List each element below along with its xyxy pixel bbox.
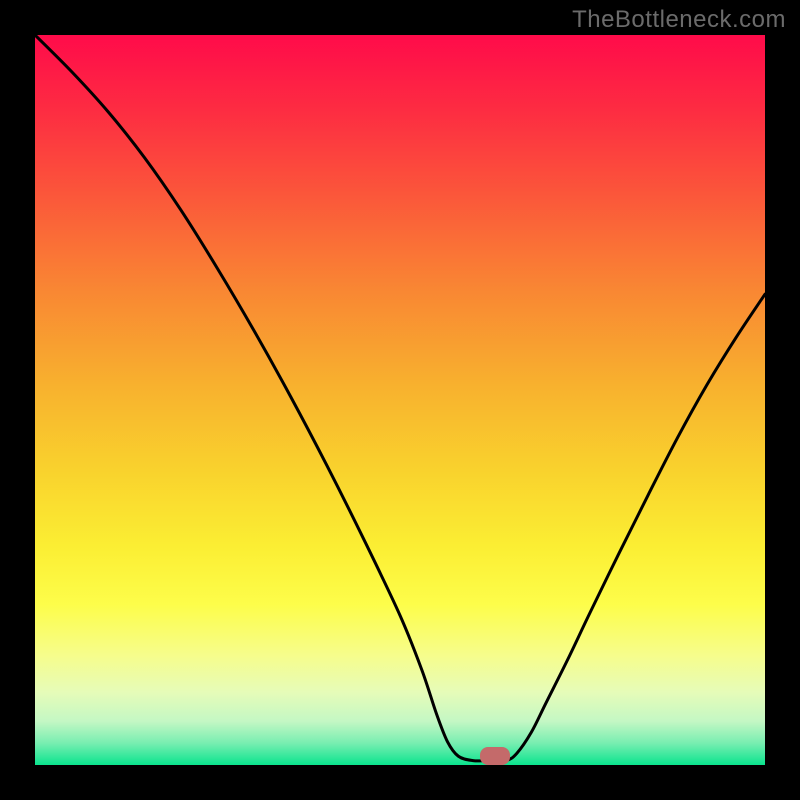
bottleneck-curve	[35, 35, 765, 765]
plot-area	[35, 35, 765, 765]
optimal-point-marker	[480, 747, 511, 765]
watermark-text: TheBottleneck.com	[572, 6, 786, 34]
